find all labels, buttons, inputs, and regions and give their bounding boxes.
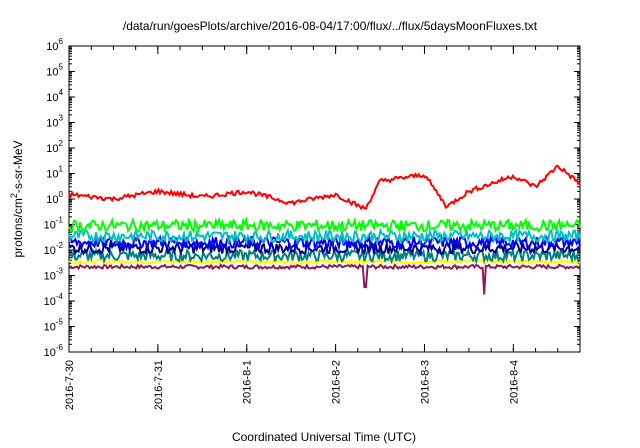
series-layer xyxy=(68,164,581,295)
x-axis: 2016-7-30 2016-7-31 2016-8-1 2016-8-2 2016-8… xyxy=(64,46,581,410)
series-line xyxy=(68,164,581,211)
y-tick-label: 102 xyxy=(46,139,63,155)
y-tick-label: 10-5 xyxy=(44,318,64,334)
y-tick-label: 10-2 xyxy=(44,241,64,257)
y-tick-label: 103 xyxy=(46,114,63,130)
plot-frame xyxy=(68,45,581,353)
y-tick-label: 105 xyxy=(46,63,63,79)
series-line xyxy=(68,216,581,235)
x-tick-label: 2016-8-2 xyxy=(331,360,343,404)
y-tick-label: 10-6 xyxy=(44,343,64,359)
y-tick-label: 100 xyxy=(46,190,63,206)
x-tick-label: 2016-7-30 xyxy=(64,360,76,410)
y-axis: 10-6 10-5 10-4 10-3 10-2 10-1 100 101 102 103 104 1… xyxy=(44,37,580,359)
x-tick-label: 2016-8-1 xyxy=(242,360,254,404)
x-axis-label: Coordinated Universal Time (UTC) xyxy=(232,430,416,444)
x-tick-label: 2016-7-31 xyxy=(153,360,165,410)
y-tick-label: 10-3 xyxy=(44,267,64,283)
series-line xyxy=(68,257,581,266)
x-tick-label: 2016-8-3 xyxy=(419,360,431,404)
y-tick-label: 104 xyxy=(46,88,63,104)
y-axis-label: protons/cm2-s-sr-MeV xyxy=(9,140,25,257)
series-line xyxy=(68,227,581,246)
series-line xyxy=(68,262,581,295)
chart-title: /data/run/goesPlots/archive/2016-08-04/1… xyxy=(123,19,538,33)
y-tick-label: 106 xyxy=(46,37,63,53)
x-tick-label: 2016-8-4 xyxy=(508,360,520,404)
y-tick-label: 10-4 xyxy=(44,292,64,308)
series-line xyxy=(68,246,581,265)
y-tick-label: 10-1 xyxy=(44,216,64,232)
y-tick-label: 101 xyxy=(46,165,63,181)
